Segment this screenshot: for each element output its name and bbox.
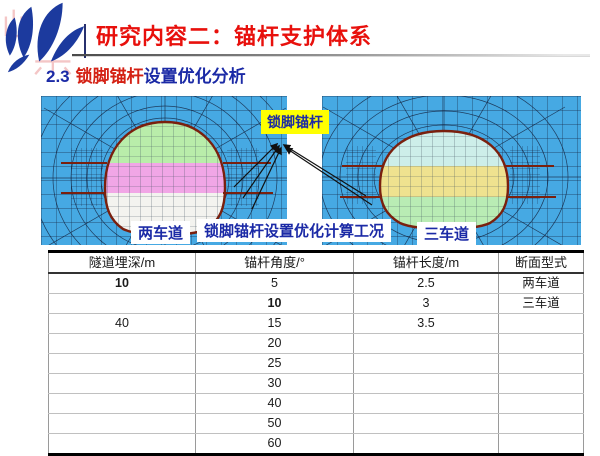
table-header-row: 隧道埋深/m 锚杆角度/° 锚杆长度/m 断面型式 xyxy=(48,251,584,274)
table-row: 40 15 3.5 xyxy=(48,313,584,334)
table-cell xyxy=(498,393,584,414)
table-cell: 3.5 xyxy=(353,313,499,334)
table-cell xyxy=(498,353,584,374)
table-cell xyxy=(498,433,584,455)
section-rest: 设置优化分析 xyxy=(143,67,246,86)
table-cell xyxy=(48,393,196,414)
table-cell xyxy=(353,373,499,394)
table-cell: 15 xyxy=(195,313,354,334)
table-cell: 3 xyxy=(353,293,499,314)
table-cell: 10 xyxy=(195,293,354,314)
table-cell: 25 xyxy=(195,353,354,374)
table-cell xyxy=(498,373,584,394)
table-cell: 60 xyxy=(195,433,354,455)
col-header-angle: 锚杆角度/° xyxy=(195,251,354,274)
table-cell: 40 xyxy=(48,313,196,334)
table-cell xyxy=(48,293,196,314)
table-cell xyxy=(48,433,196,455)
table-cell: 5 xyxy=(195,272,354,294)
table-cell: 2.5 xyxy=(353,272,499,294)
col-header-depth: 隧道埋深/m xyxy=(48,251,196,274)
table-row: 20 xyxy=(48,333,584,354)
table-row: 40 xyxy=(48,393,584,414)
table-cell xyxy=(353,433,499,455)
table-cell: 10 xyxy=(48,272,196,294)
conditions-table: 隧道埋深/m 锚杆角度/° 锚杆长度/m 断面型式 10 5 2.5 两车道 10 3 三车… xyxy=(48,250,584,456)
table-cell xyxy=(48,353,196,374)
refined-mesh-patch xyxy=(346,146,376,204)
table-cell: 30 xyxy=(195,373,354,394)
table-cell xyxy=(498,413,584,434)
table-row: 10 3 三车道 xyxy=(48,293,584,314)
logo-icon xyxy=(4,2,85,75)
table-cell: 20 xyxy=(195,333,354,354)
tunnel-outline xyxy=(103,120,227,237)
header-accent-bar xyxy=(84,24,86,58)
table-body: 10 5 2.5 两车道 10 3 三车道 40 15 3.5 20 25 30 40 50 60 xyxy=(48,272,584,455)
header-rule xyxy=(72,54,590,56)
logo-petals xyxy=(5,2,85,73)
label-three-lane: 三车道 xyxy=(417,222,477,245)
table-cell: 三车道 xyxy=(498,293,584,314)
table-cell xyxy=(353,413,499,434)
table-cell: 50 xyxy=(195,413,354,434)
col-header-length: 锚杆长度/m xyxy=(353,251,499,274)
table-cell xyxy=(498,313,584,334)
table-cell xyxy=(498,333,584,354)
refined-mesh-patch xyxy=(510,146,540,204)
tunnel-outline xyxy=(378,129,510,231)
table-cell xyxy=(353,393,499,414)
section-heading: 2.3 锁脚锚杆设置优化分析 xyxy=(46,62,246,87)
table-cell: 40 xyxy=(195,393,354,414)
section-highlight: 锁脚锚杆 xyxy=(75,67,144,86)
refined-mesh-patch xyxy=(227,148,259,206)
table-cell xyxy=(48,333,196,354)
table-cell xyxy=(353,333,499,354)
label-two-lane: 两车道 xyxy=(131,221,191,244)
page-title: 研究内容二：锚杆支护体系 xyxy=(96,24,373,49)
table-row: 60 xyxy=(48,433,584,455)
table-row: 10 5 2.5 两车道 xyxy=(48,272,584,294)
callout-label: 锁脚锚杆 xyxy=(261,110,329,134)
table-cell xyxy=(353,353,499,374)
table-cell xyxy=(48,413,196,434)
table-cell: 两车道 xyxy=(498,272,584,294)
table-row: 25 xyxy=(48,353,584,374)
refined-mesh-patch xyxy=(71,148,103,206)
section-number: 2.3 xyxy=(46,67,70,86)
table-row: 30 xyxy=(48,373,584,394)
col-header-section: 断面型式 xyxy=(498,251,584,274)
label-optimization-cases: 锁脚锚杆设置优化计算工况 xyxy=(197,219,392,242)
fem-mesh-two-lane xyxy=(41,96,287,245)
table-cell xyxy=(48,373,196,394)
table-row: 50 xyxy=(48,413,584,434)
